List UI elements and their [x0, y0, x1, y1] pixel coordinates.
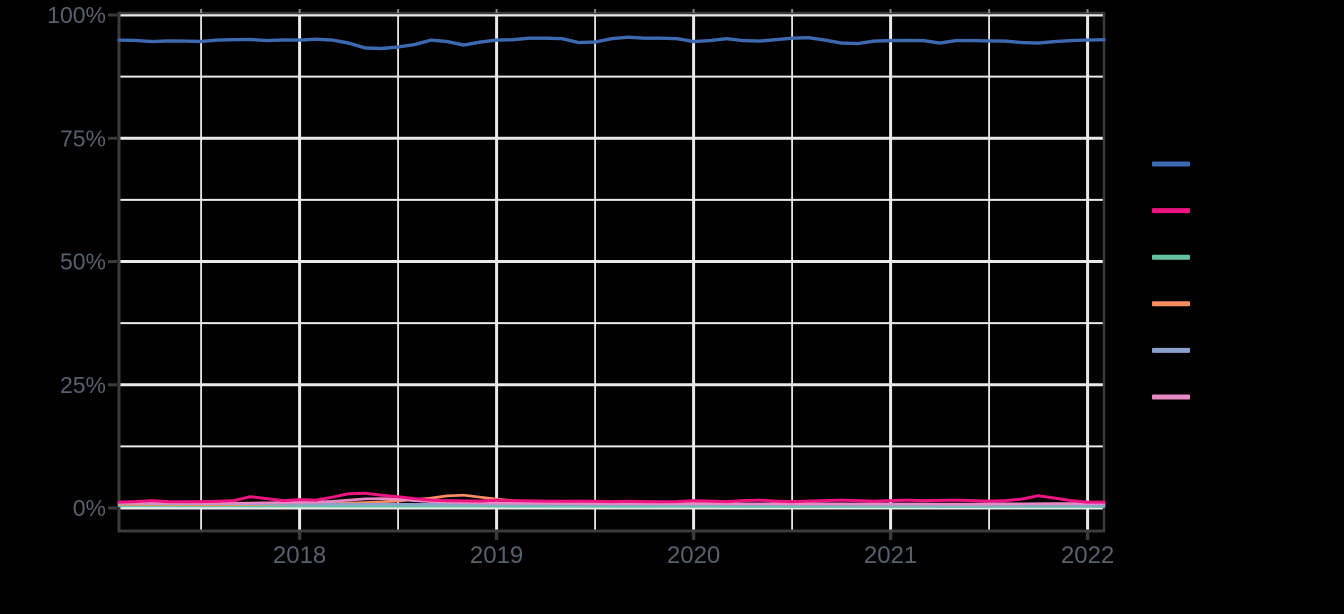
x-axis-tick-label: 2019 [470, 542, 523, 569]
legend-swatch-magenta[interactable] [1152, 208, 1190, 214]
series-line-orchid [117, 497, 1106, 506]
series-line-magenta [117, 491, 1106, 504]
y-axis-tick-label: 50% [60, 249, 106, 275]
x-axis-tick-label: 2021 [864, 542, 917, 569]
y-axis-tick-label: 0% [73, 495, 106, 521]
legend-swatch-orange[interactable] [1152, 301, 1190, 307]
legend-swatch-periwinkle[interactable] [1152, 347, 1190, 353]
y-axis-tick-label: 75% [60, 125, 106, 151]
legend-swatch-orchid[interactable] [1152, 394, 1190, 400]
x-axis-tick-label: 2018 [273, 542, 326, 569]
plot-area [119, 13, 1104, 531]
x-axis-tick-label: 2020 [667, 542, 720, 569]
x-axis-tick-label: 2022 [1061, 542, 1114, 569]
legend-swatch-teal[interactable] [1152, 254, 1190, 260]
y-axis-tick-label: 100% [47, 2, 106, 28]
series-line-teal [117, 504, 1106, 508]
series-line-blue [117, 35, 1106, 51]
y-axis-tick-label: 25% [60, 372, 106, 398]
legend-swatch-blue[interactable] [1152, 161, 1190, 167]
